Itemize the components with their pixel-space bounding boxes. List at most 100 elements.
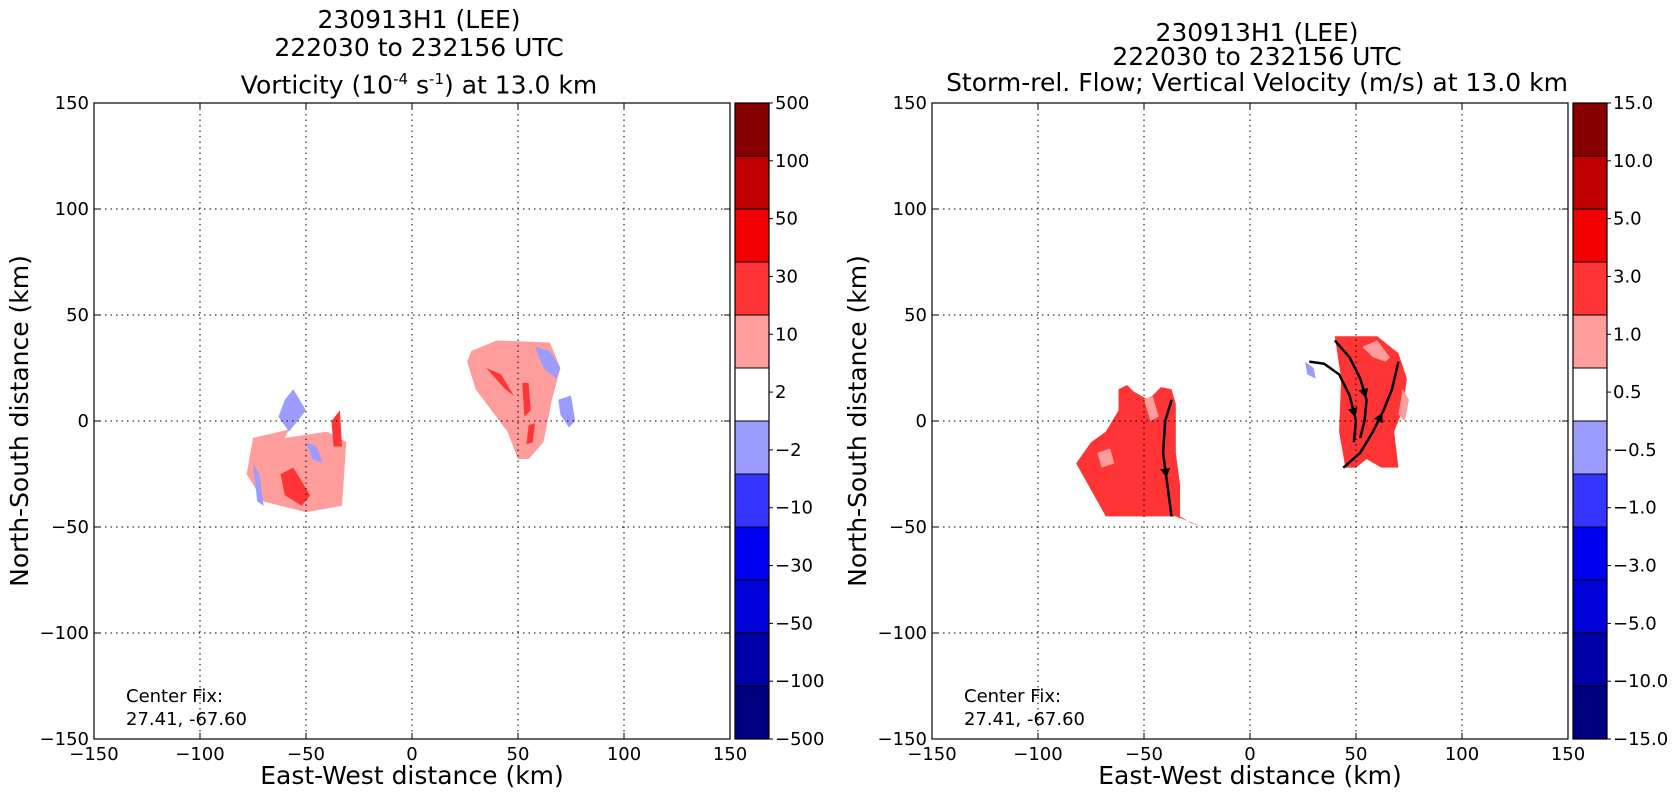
contour-region — [280, 467, 311, 506]
streamline-arrow — [1347, 407, 1358, 418]
colorbar-label: −3.0 — [1613, 556, 1657, 577]
colorbar-swatch — [1572, 579, 1608, 634]
colorbar-label: −10.0 — [1613, 671, 1668, 692]
colorbar: 15.0 10.0 5.0 3.0 1.0 0.5 −0.5 −1.0 −3.0 −5.0 −10.… — [1572, 93, 1668, 750]
y-tick-label: 50 — [904, 305, 927, 326]
y-tick-label: 100 — [893, 199, 927, 220]
contour-region — [253, 463, 264, 506]
colorbar-swatch — [1572, 685, 1608, 740]
x-axis-label: East-West distance (km) — [260, 761, 564, 790]
y-tick-label: −50 — [51, 517, 89, 538]
x-tick-label: 100 — [1445, 744, 1479, 765]
colorbar-swatch — [734, 632, 770, 687]
colorbar-swatch — [734, 314, 770, 369]
contour-region — [278, 389, 306, 432]
y-tick-label: 0 — [78, 411, 89, 432]
x-tick-label: 0 — [1244, 744, 1255, 765]
x-tick-label: 0 — [406, 744, 417, 765]
colorbar-label: 10.0 — [1613, 151, 1653, 172]
colorbar-label: −30 — [775, 556, 813, 577]
x-tick-label: 50 — [507, 744, 530, 765]
colorbar-label: 3.0 — [1613, 266, 1642, 287]
velocity-chart: −150 −100 −50 0 50 100 150 −150 −100 −50 0 50 100 150… — [843, 93, 1668, 790]
colorbar-swatch — [734, 102, 770, 157]
contour-region — [1334, 336, 1407, 468]
grid — [932, 103, 1568, 739]
center-fix-annotation: Center Fix: — [964, 686, 1061, 707]
colorbar-swatch — [1572, 473, 1608, 528]
contour-region — [1076, 384, 1204, 527]
x-tick-label: −100 — [175, 744, 224, 765]
streamline-arrow — [1373, 412, 1383, 424]
colorbar-label: −10 — [775, 498, 813, 519]
colorbar-frame — [1572, 102, 1608, 740]
vorticity-panel: 230913H1 (LEE) 222030 to 232156 UTC Vort… — [0, 0, 838, 797]
colorbar-swatch — [1572, 155, 1608, 210]
colorbar-label: 30 — [775, 266, 798, 287]
x-tick-label: −100 — [1013, 744, 1062, 765]
x-tick-label: −50 — [287, 744, 325, 765]
colorbar-label: 10 — [775, 324, 798, 345]
colorbar-label: −2 — [775, 440, 802, 461]
colorbar-label: −50 — [775, 613, 813, 634]
contour-region — [486, 368, 514, 396]
y-tick-label: 50 — [66, 305, 89, 326]
chart-title-line2: 222030 to 232156 UTC — [1112, 42, 1402, 71]
contour-regions — [246, 340, 576, 513]
colorbar-swatch — [734, 261, 770, 316]
colorbar-swatch — [734, 155, 770, 210]
chart-title-line1: 230913H1 (LEE) — [317, 5, 521, 34]
colorbar-label: 2 — [775, 382, 786, 403]
y-tick-label: 150 — [55, 93, 89, 114]
colorbar-swatch — [1572, 526, 1608, 581]
colorbar-label: 500 — [775, 93, 809, 114]
colorbar-swatch — [734, 208, 770, 263]
colorbar: 500 100 50 30 10 2 −2 −10 −30 −50 −100 −500 — [734, 93, 824, 750]
x-axis-label: East-West distance (km) — [1098, 761, 1402, 790]
chart-title-line2: 222030 to 232156 UTC — [274, 33, 564, 62]
y-tick-label: 150 — [893, 93, 927, 114]
contour-region — [558, 395, 576, 428]
x-tick-label: −50 — [1125, 744, 1163, 765]
colorbar-label: −0.5 — [1613, 440, 1657, 461]
contour-region — [246, 429, 347, 513]
chart-title-line3: Vorticity (10-4 s-1) at 13.0 km — [240, 70, 598, 100]
contour-region — [1305, 361, 1316, 379]
colorbar-label: −500 — [775, 729, 824, 750]
center-fix-annotation: Center Fix: — [126, 686, 223, 707]
y-tick-label: −100 — [878, 623, 927, 644]
streamline — [1161, 399, 1173, 517]
contour-region — [522, 382, 531, 417]
contour-region — [1362, 340, 1390, 362]
colorbar-label: 50 — [775, 209, 798, 230]
colorbar-label: 15.0 — [1613, 93, 1653, 114]
colorbar-swatch — [734, 685, 770, 740]
contour-region — [1097, 448, 1115, 468]
colorbar-swatch — [1572, 314, 1608, 369]
colorbar-label: 0.5 — [1613, 382, 1642, 403]
contour-region — [526, 423, 535, 445]
colorbar-swatch — [734, 579, 770, 634]
colorbar-label: 100 — [775, 151, 809, 172]
contour-region — [306, 442, 323, 464]
y-tick-label: −150 — [878, 729, 927, 750]
colorbar-swatch — [1572, 261, 1608, 316]
colorbar-label: −1.0 — [1613, 498, 1657, 519]
colorbar-swatch — [734, 473, 770, 528]
streamlines — [1160, 339, 1400, 517]
colorbar-label: 1.0 — [1613, 324, 1642, 345]
center-fix-annotation: 27.41, -67.60 — [964, 709, 1085, 730]
colorbar-swatch — [1572, 367, 1608, 422]
contour-region — [1144, 395, 1159, 421]
contour-regions — [1076, 336, 1409, 527]
colorbar-label: 5.0 — [1613, 209, 1642, 230]
x-tick-label: 150 — [1551, 744, 1585, 765]
y-tick-label: −50 — [889, 517, 927, 538]
contour-region — [1398, 389, 1409, 421]
colorbar-swatch — [1572, 632, 1608, 687]
colorbar-swatch — [1572, 102, 1608, 157]
y-tick-label: 100 — [55, 199, 89, 220]
y-tick-label: −100 — [40, 623, 89, 644]
colorbar-swatch — [734, 420, 770, 475]
x-tick-label: −150 — [69, 744, 118, 765]
